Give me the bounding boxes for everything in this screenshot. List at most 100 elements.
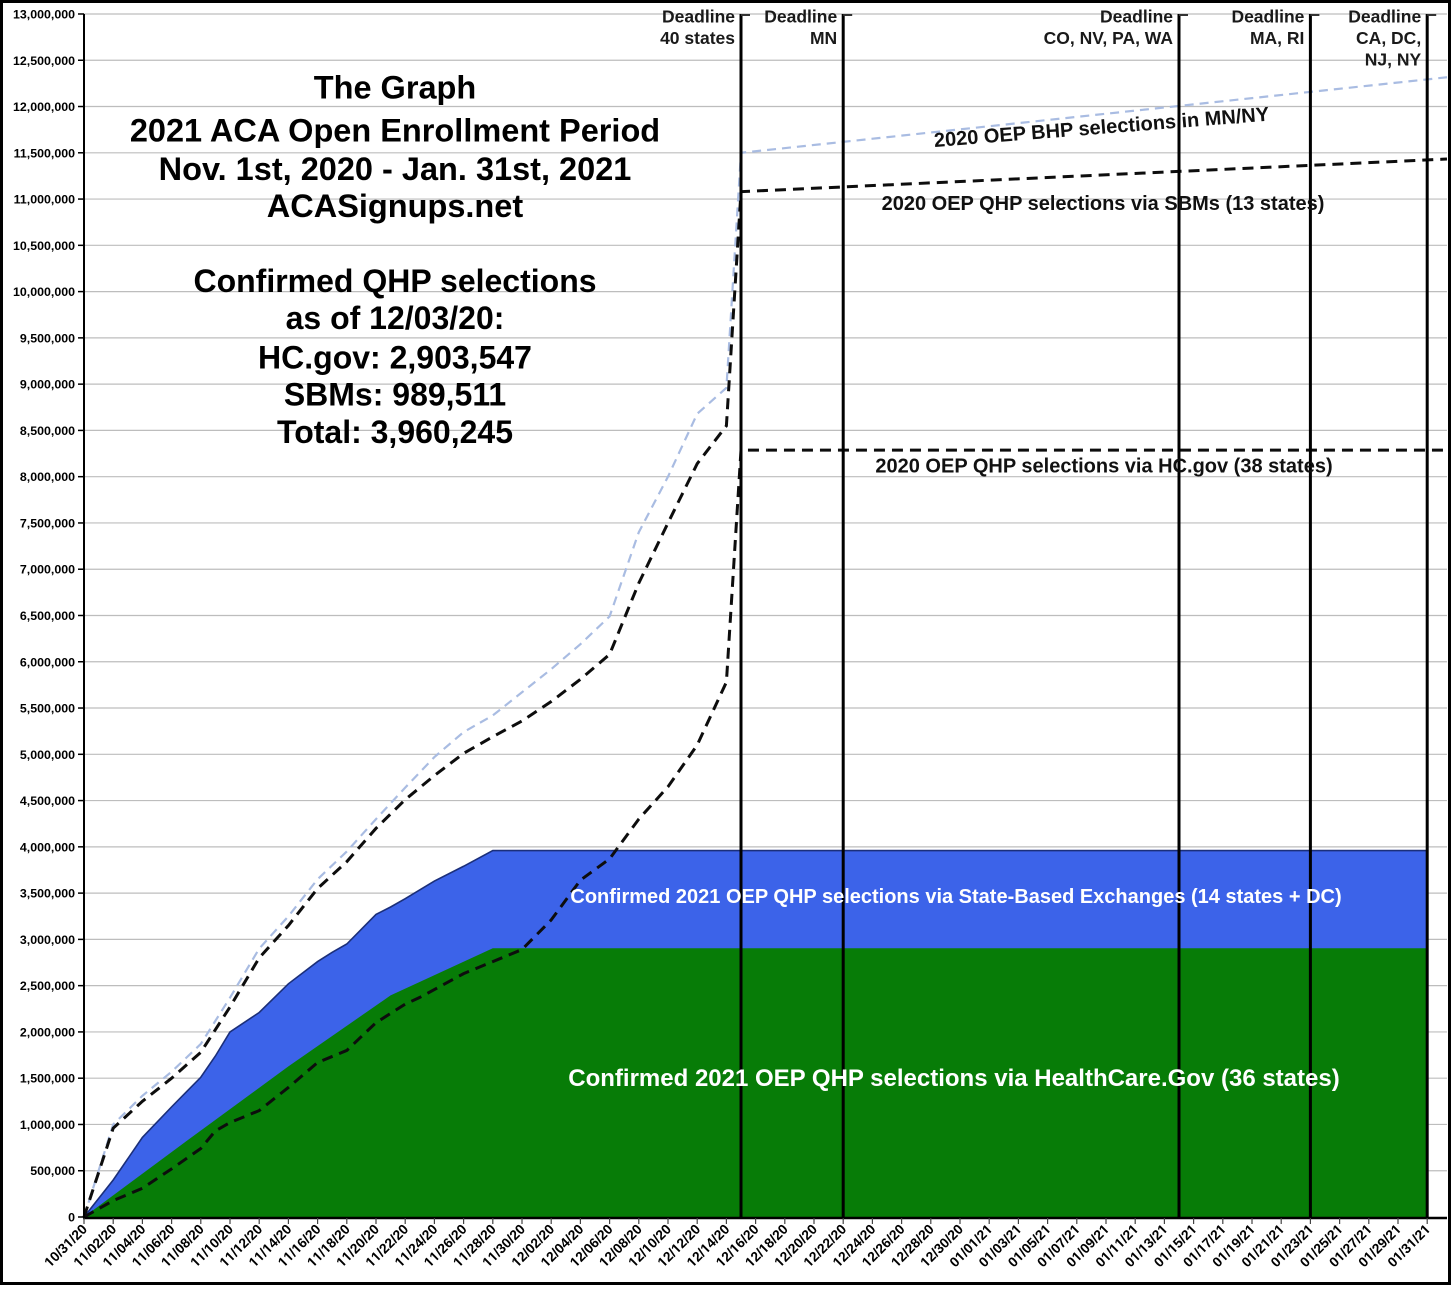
x-axis-label bbox=[161, 1224, 204, 1266]
chart-title-line: The Graph bbox=[314, 70, 477, 106]
deadline-label-line: Deadline bbox=[1348, 7, 1421, 27]
label-2021-sbm-area: Confirmed 2021 OEP QHP selections via St… bbox=[570, 886, 1341, 908]
chart-title-line: Nov. 1st, 2020 - Jan. 31st, 2021 bbox=[159, 151, 632, 187]
y-axis-label: 8,000,000 bbox=[20, 470, 75, 484]
x-axis-label bbox=[1154, 1225, 1196, 1267]
y-axis-label: 5,500,000 bbox=[20, 702, 75, 716]
deadline-label-line: MN bbox=[810, 28, 837, 48]
x-axis-label bbox=[453, 1224, 496, 1266]
y-axis-label: 1,000,000 bbox=[20, 1118, 75, 1132]
x-axis-label bbox=[337, 1224, 379, 1266]
x-axis-label bbox=[921, 1224, 963, 1266]
deadline-label-line: CA, DC, bbox=[1356, 28, 1421, 48]
line-2020-hcgov bbox=[83, 448, 1447, 1219]
x-axis-label bbox=[1300, 1225, 1342, 1267]
x-axis-label bbox=[1037, 1225, 1079, 1267]
x-axis-label bbox=[570, 1224, 612, 1266]
x-axis-label bbox=[366, 1224, 408, 1266]
x-axis-label bbox=[1125, 1225, 1167, 1267]
x-axis-label bbox=[1388, 1225, 1430, 1267]
x-axis-label bbox=[1066, 1225, 1109, 1267]
deadline-label-line: CO, NV, PA, WA bbox=[1044, 28, 1174, 48]
area-2021-hcgov bbox=[84, 948, 1428, 1217]
y-axis-label: 5,000,000 bbox=[20, 748, 75, 762]
x-axis-label bbox=[1096, 1225, 1138, 1267]
stats-line: Total: 3,960,245 bbox=[277, 414, 513, 450]
x-axis-label bbox=[833, 1224, 875, 1266]
x-axis-label bbox=[278, 1224, 320, 1266]
y-axis-label: 10,000,000 bbox=[13, 285, 75, 299]
y-axis-label: 9,500,000 bbox=[20, 331, 75, 345]
y-axis-label: 3,500,000 bbox=[20, 887, 75, 901]
y-axis-label: 2,500,000 bbox=[20, 979, 75, 993]
y-axis-label: 2,000,000 bbox=[20, 1025, 75, 1039]
x-axis-label bbox=[220, 1224, 262, 1266]
y-axis-label: 6,000,000 bbox=[20, 655, 75, 669]
x-axis-label bbox=[1242, 1225, 1284, 1267]
x-axis-label bbox=[891, 1224, 934, 1266]
y-axis-label: 500,000 bbox=[30, 1164, 75, 1178]
y-axis-label: 11,000,000 bbox=[14, 193, 75, 207]
line-2020-sbm bbox=[82, 157, 1448, 1218]
stats-line: SBMs: 989,511 bbox=[284, 377, 506, 413]
label-2020-sbm-line: 2020 OEP QHP selections via SBMs (13 sta… bbox=[882, 193, 1325, 215]
deadline-label-line: 40 states bbox=[660, 28, 735, 48]
x-axis-label bbox=[1271, 1225, 1313, 1267]
y-axis-label: 13,000,000 bbox=[13, 7, 75, 21]
x-axis-label bbox=[191, 1224, 233, 1266]
label-2020-hcgov-line: 2020 OEP QHP selections via HC.gov (38 s… bbox=[875, 455, 1332, 477]
y-axis-label: 4,500,000 bbox=[20, 794, 75, 808]
y-axis-label: 12,500,000 bbox=[13, 54, 75, 68]
x-axis-label bbox=[1358, 1225, 1401, 1267]
dashed-line-series bbox=[82, 76, 1448, 1219]
y-axis-ticks-labels: 0 500,000 1,000,000 1,500,000 2,000,000 2,500… bbox=[13, 7, 84, 1225]
y-axis-label: 12,000,000 bbox=[13, 100, 75, 114]
area-series bbox=[83, 849, 1429, 1218]
y-axis-label: 4,000,000 bbox=[20, 840, 75, 854]
x-axis-label bbox=[1212, 1225, 1255, 1267]
deadline-label-line: Deadline bbox=[1100, 7, 1173, 27]
y-axis-label: 9,000,000 bbox=[20, 378, 75, 392]
x-axis-label bbox=[1329, 1225, 1371, 1267]
deadline-label-line: Deadline bbox=[662, 7, 735, 27]
stats-block: Confirmed QHP selections as of 12/03/20:… bbox=[193, 263, 596, 450]
gridlines bbox=[84, 13, 1447, 1172]
line-2020-bhp bbox=[82, 76, 1448, 1218]
x-axis-label bbox=[745, 1224, 788, 1266]
x-axis-label bbox=[45, 1224, 87, 1266]
x-axis-label bbox=[249, 1224, 291, 1266]
x-axis-label bbox=[716, 1224, 758, 1266]
x-axis-label bbox=[979, 1225, 1021, 1267]
y-axis-label: 1,500,000 bbox=[20, 1072, 75, 1086]
x-axis-label bbox=[512, 1224, 554, 1266]
x-axis-label bbox=[804, 1224, 846, 1266]
y-axis-label: 7,500,000 bbox=[20, 516, 75, 530]
stats-line: as of 12/03/20: bbox=[286, 300, 505, 336]
deadline-label-line: MA, RI bbox=[1250, 28, 1304, 48]
stats-line: Confirmed QHP selections bbox=[193, 263, 596, 299]
x-axis-label bbox=[629, 1224, 671, 1266]
deadline-label-line: Deadline bbox=[1231, 7, 1304, 27]
label-2020-bhp-line: 2020 OEP BHP selections in MN/NY bbox=[933, 104, 1270, 152]
deadline-label-line: NJ, NY bbox=[1365, 50, 1422, 70]
chart-title-line: 2021 ACA Open Enrollment Period bbox=[130, 112, 660, 148]
y-axis-label: 7,000,000 bbox=[20, 563, 75, 577]
y-axis-label: 8,500,000 bbox=[20, 424, 75, 438]
x-axis-label bbox=[132, 1224, 174, 1266]
x-axis-label bbox=[541, 1224, 583, 1266]
x-axis-label bbox=[687, 1224, 729, 1266]
label-2021-hcgov-area: Confirmed 2021 OEP QHP selections via He… bbox=[568, 1065, 1339, 1092]
x-axis-label bbox=[395, 1224, 437, 1266]
x-axis-label bbox=[950, 1225, 992, 1267]
y-axis-label: 0 bbox=[68, 1211, 75, 1225]
x-axis-label bbox=[424, 1224, 466, 1266]
y-axis-label: 11,500,000 bbox=[14, 146, 75, 160]
x-axis-label bbox=[1183, 1225, 1225, 1267]
x-axis-label bbox=[1008, 1225, 1050, 1267]
title-block: The Graph 2021 ACA Open Enrollment Perio… bbox=[130, 70, 660, 225]
x-axis-label bbox=[599, 1224, 642, 1266]
